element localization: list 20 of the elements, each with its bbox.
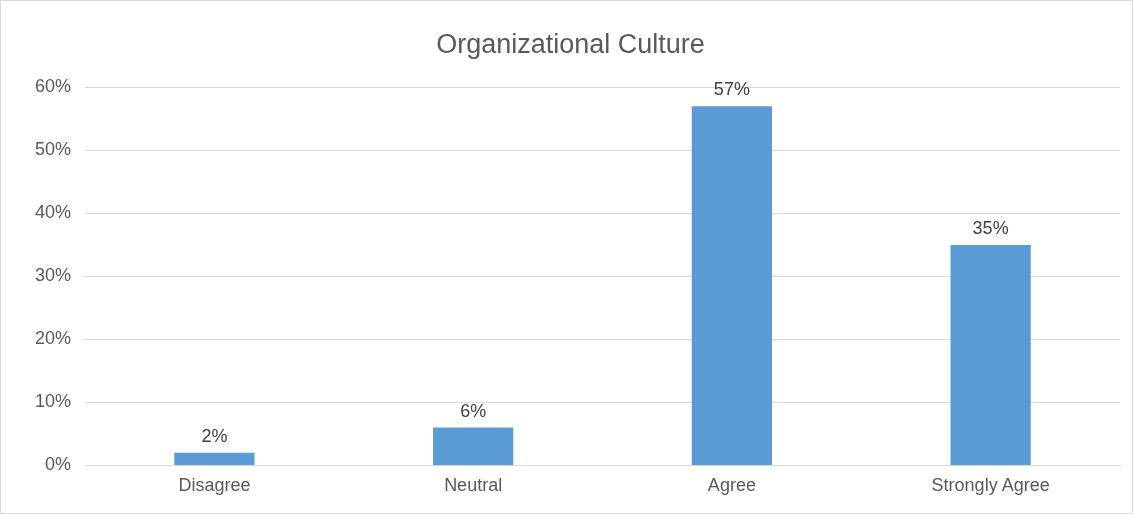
bar (691, 106, 772, 465)
y-tick-label: 50% (35, 139, 72, 160)
data-label: 6% (460, 400, 487, 421)
y-tick-label: 40% (35, 202, 72, 223)
bar (174, 452, 255, 465)
y-tick-label: 10% (35, 391, 72, 412)
y-tick-label: 20% (35, 328, 72, 349)
x-tick-label: Disagree (178, 475, 251, 496)
y-tick-label: 60% (35, 76, 72, 97)
x-tick-label: Strongly Agree (931, 475, 1050, 496)
data-label: 35% (972, 217, 1009, 238)
data-label: 2% (201, 425, 228, 446)
bar (433, 427, 514, 465)
chart-title: Organizational Culture (436, 28, 705, 59)
y-tick-label: 0% (45, 454, 72, 475)
bar (950, 244, 1031, 465)
x-tick-label: Agree (707, 475, 756, 496)
data-label: 57% (713, 79, 750, 100)
x-tick-label: Neutral (444, 475, 503, 496)
y-tick-label: 30% (35, 265, 72, 286)
